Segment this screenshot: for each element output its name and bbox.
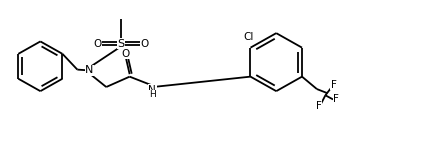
Text: S: S [118,39,125,48]
Text: H: H [149,90,156,99]
Text: F: F [316,101,322,111]
Text: Cl: Cl [243,32,254,42]
Text: N: N [85,65,94,75]
Text: N: N [148,85,156,95]
Text: O: O [140,39,149,48]
Text: O: O [121,49,130,59]
Text: O: O [94,39,102,48]
Text: F: F [331,80,337,90]
Text: F: F [333,94,339,104]
